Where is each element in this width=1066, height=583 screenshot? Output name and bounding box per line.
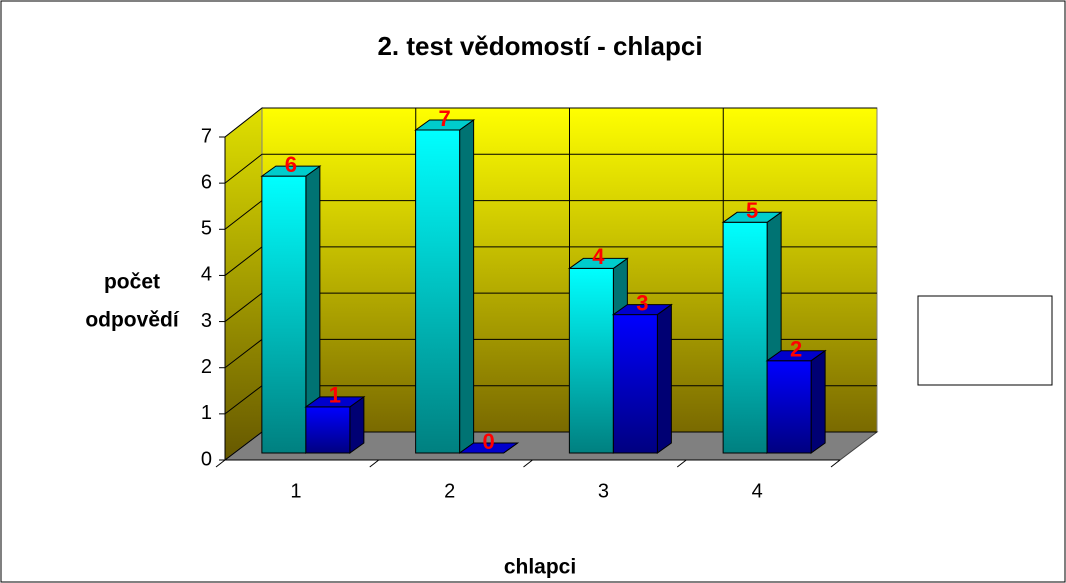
x-tick-label: 1 <box>290 480 301 502</box>
y-axis-label: počet <box>104 271 160 294</box>
grid-line <box>224 107 877 138</box>
bar-side <box>810 349 826 454</box>
bar-top <box>260 165 322 177</box>
value-label: 2 <box>790 337 802 362</box>
x-tick <box>523 459 533 468</box>
y-tick-label: 4 <box>201 264 212 286</box>
bar <box>766 360 812 454</box>
bar-top <box>765 350 827 362</box>
value-label: 5 <box>746 198 758 223</box>
x-tick-label: 3 <box>598 480 609 502</box>
bar-top <box>304 396 366 408</box>
bar-top <box>721 211 783 223</box>
bar <box>568 267 614 454</box>
y-tick-label: 5 <box>201 218 212 240</box>
x-tick <box>830 459 841 468</box>
x-axis-label: chlapci <box>504 556 576 579</box>
value-label: 7 <box>439 106 451 131</box>
bar <box>612 314 658 454</box>
x-tick-label: 4 <box>752 480 763 502</box>
bar-side <box>656 303 672 454</box>
value-label: 3 <box>636 290 648 315</box>
y-tick-label: 1 <box>201 402 212 424</box>
bar-side <box>459 119 475 454</box>
y-tick-label: 3 <box>201 310 212 332</box>
value-label: 4 <box>592 244 605 269</box>
y-tick-label: 0 <box>201 448 212 470</box>
x-tick <box>676 459 687 468</box>
bar-top <box>414 119 476 131</box>
value-label: 6 <box>285 152 297 177</box>
bar <box>415 129 461 454</box>
y-tick-label: 7 <box>201 125 212 147</box>
y-tick-label: 2 <box>201 356 212 378</box>
bar-top <box>611 304 673 316</box>
chart-title: 2. test vědomostí - chlapci <box>377 31 702 61</box>
bar-top <box>567 257 629 269</box>
side-wall <box>224 106 263 462</box>
y-axis-label: odpovědí <box>85 309 179 332</box>
value-label: 1 <box>329 383 341 408</box>
x-tick <box>215 459 226 468</box>
x-tick <box>369 459 380 468</box>
x-tick-label: 2 <box>444 480 455 502</box>
bar-top <box>458 442 520 454</box>
value-label: 0 <box>483 429 495 454</box>
legend <box>917 295 1053 386</box>
bar <box>305 406 351 454</box>
y-tick-label: 6 <box>201 171 212 193</box>
bar <box>261 175 307 454</box>
bar <box>722 221 768 454</box>
grid-line <box>224 153 877 184</box>
